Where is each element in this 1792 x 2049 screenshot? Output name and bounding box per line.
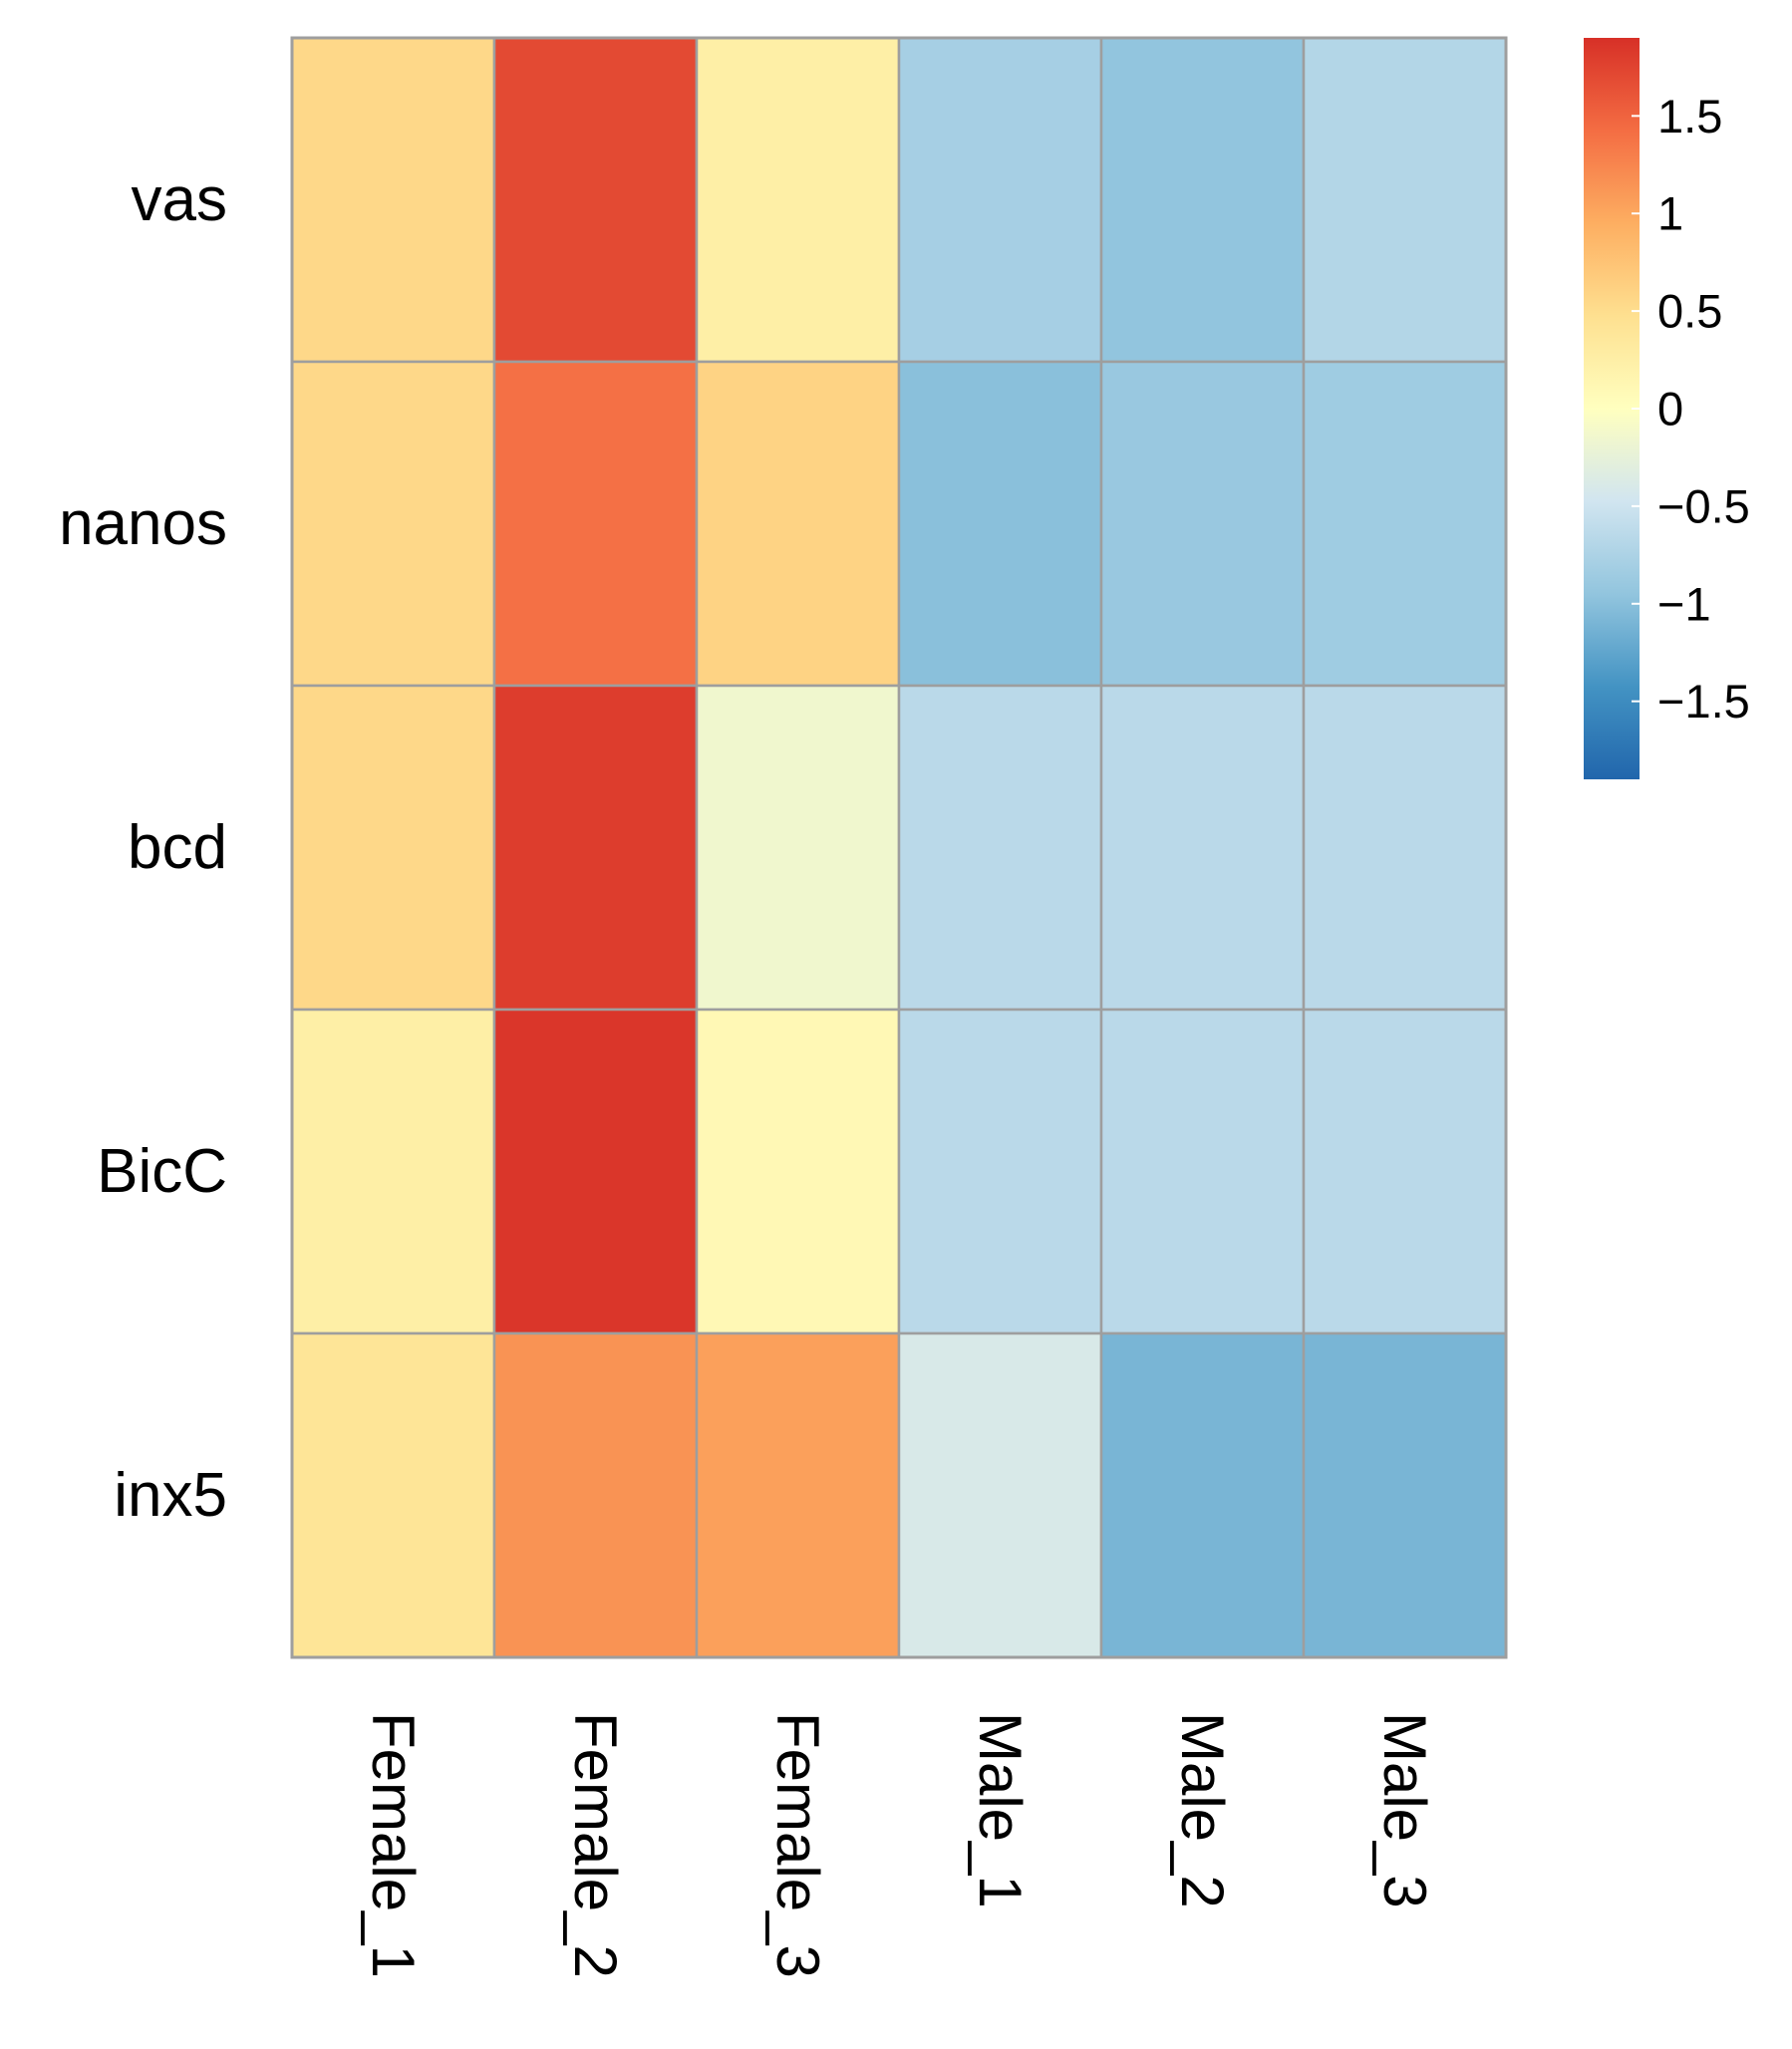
heatmap-cell-nanos-Male_2 (1099, 360, 1306, 688)
row-label-nanos: nanos (59, 489, 227, 558)
heatmap-cell-vas-Female_2 (492, 36, 699, 364)
heatmap-border (290, 36, 1508, 1659)
heatmap-cell-inx5-Male_3 (1302, 1331, 1508, 1659)
heatmap-cell-vas-Female_3 (695, 36, 901, 364)
heatmap-cell-bcd-Male_1 (897, 684, 1103, 1012)
heatmap-cell-inx5-Male_1 (897, 1331, 1103, 1659)
column-label-Male_1: Male_1 (967, 1712, 1034, 1908)
row-labels: vas nanos bcd BicC inx5 (59, 165, 227, 1530)
heatmap-cell-inx5-Female_1 (290, 1331, 496, 1659)
heatmap-cell-vas-Male_3 (1302, 36, 1508, 364)
heatmap-cell-nanos-Female_1 (290, 360, 496, 688)
color-legend-bar (1584, 38, 1640, 779)
legend-tick-label: −0.5 (1657, 479, 1750, 532)
column-label-Male_2: Male_2 (1169, 1712, 1236, 1908)
heatmap-cell-vas-Male_2 (1099, 36, 1306, 364)
legend-tick-label: −1.5 (1657, 675, 1750, 728)
heatmap-cell-bcd-Male_2 (1099, 684, 1306, 1012)
heatmap-cell-inx5-Female_2 (492, 1331, 699, 1659)
heatmap-cell-BicC-Female_1 (290, 1008, 496, 1335)
legend-tick-label: 0.5 (1657, 285, 1722, 338)
row-label-vas: vas (132, 165, 227, 234)
heatmap-cell-BicC-Female_3 (695, 1008, 901, 1335)
legend-tick-label: 1 (1657, 187, 1683, 240)
heatmap-cell-BicC-Male_2 (1099, 1008, 1306, 1335)
column-label-Male_3: Male_3 (1371, 1712, 1438, 1908)
heatmap-cell-nanos-Female_3 (695, 360, 901, 688)
column-label-Female_1: Female_1 (360, 1712, 427, 1978)
legend-tick-label: 0 (1657, 383, 1683, 436)
column-labels: Female_1 Female_2 Female_3 Male_1 Male_2 Male… (360, 1712, 1438, 1978)
heatmap-cell-BicC-Male_1 (897, 1008, 1103, 1335)
heatmap-cell-bcd-Male_3 (1302, 684, 1508, 1012)
row-label-BicC: BicC (97, 1137, 227, 1206)
color-legend-ticks: 1.5 1 0.5 0 −0.5 −1 −1.5 (1632, 90, 1750, 728)
legend-tick-label: −1 (1657, 577, 1711, 630)
heatmap-cell-BicC-Male_3 (1302, 1008, 1508, 1335)
legend-tick-label: 1.5 (1657, 90, 1722, 143)
heatmap-cell-inx5-Male_2 (1099, 1331, 1306, 1659)
heatmap-cell-vas-Female_1 (290, 36, 496, 364)
heatmap-cell-inx5-Female_3 (695, 1331, 901, 1659)
column-label-Female_2: Female_2 (562, 1712, 629, 1978)
heatmap-cells (290, 36, 1508, 1659)
row-label-bcd: bcd (128, 813, 227, 882)
heatmap-cell-bcd-Female_1 (290, 684, 496, 1012)
heatmap-cell-nanos-Male_1 (897, 360, 1103, 688)
heatmap-cell-vas-Male_1 (897, 36, 1103, 364)
heatmap-cell-bcd-Female_2 (492, 684, 699, 1012)
color-legend: 1.5 1 0.5 0 −0.5 −1 −1.5 (1584, 38, 1750, 779)
heatmap-cell-nanos-Male_3 (1302, 360, 1508, 688)
heatmap-cell-BicC-Female_2 (492, 1008, 699, 1335)
heatmap-cell-bcd-Female_3 (695, 684, 901, 1012)
column-label-Female_3: Female_3 (764, 1712, 831, 1978)
row-label-inx5: inx5 (114, 1461, 227, 1530)
heatmap-cell-nanos-Female_2 (492, 360, 699, 688)
